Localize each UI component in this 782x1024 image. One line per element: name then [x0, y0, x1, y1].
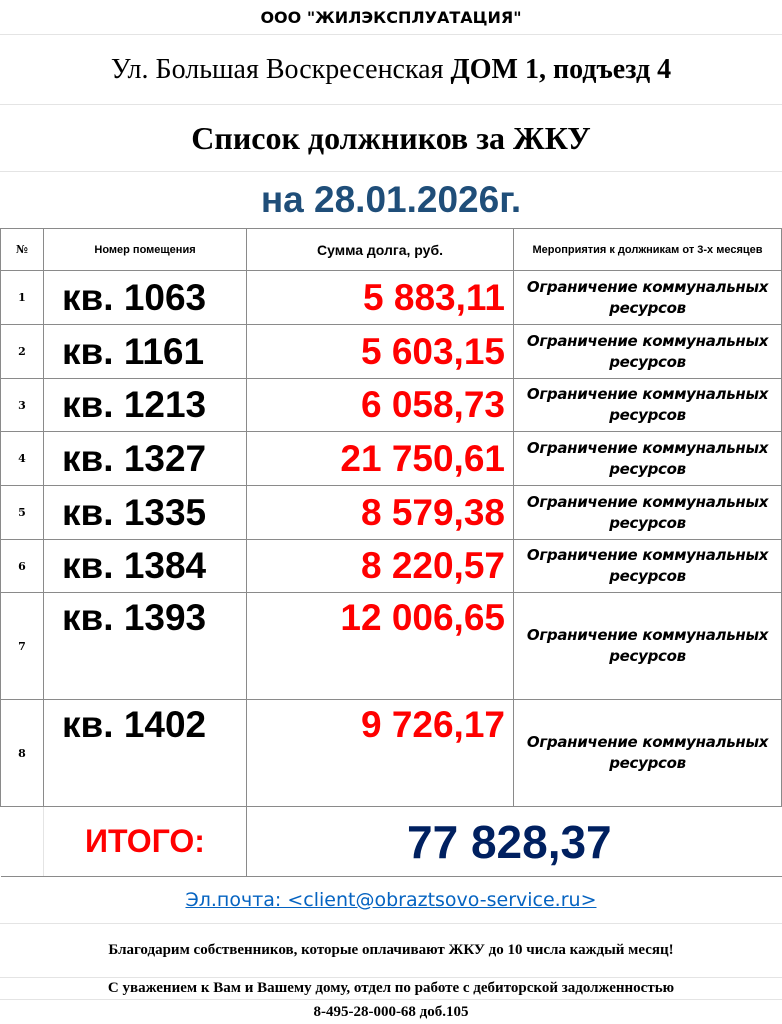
- debt-amount: 12 006,65: [246, 592, 514, 700]
- row-number: 1: [0, 270, 44, 325]
- table-row: 6 кв. 1384 8 220,57 Ограничение коммунал…: [0, 539, 782, 593]
- regards-note: С уважением к Вам и Вашему дому, отдел п…: [0, 978, 782, 1000]
- apartment-number: кв. 1327: [43, 431, 247, 486]
- apartment-number: кв. 1402: [43, 699, 247, 807]
- debtor-action: Ограничение коммунальных ресурсов: [513, 324, 782, 379]
- email-link[interactable]: Эл.почта: <client@obraztsovo-service.ru>: [185, 888, 597, 911]
- table-row: 7 кв. 1393 12 006,65 Ограничение коммуна…: [0, 592, 782, 700]
- total-row: ИТОГО: 77 828,37: [0, 806, 782, 877]
- apartment-number: кв. 1384: [43, 539, 247, 593]
- apartment-number: кв. 1063: [43, 270, 247, 325]
- debtor-action: Ограничение коммунальных ресурсов: [513, 539, 782, 593]
- row-number: 6: [0, 539, 44, 593]
- table-row: 3 кв. 1213 6 058,73 Ограничение коммунал…: [0, 378, 782, 432]
- col-number: №: [0, 228, 44, 271]
- debt-amount: 21 750,61: [246, 431, 514, 486]
- col-action: Мероприятия к должникам от 3-х месяцев: [513, 228, 782, 271]
- debtor-action: Ограничение коммунальных ресурсов: [513, 699, 782, 807]
- col-amount: Сумма долга, руб.: [246, 228, 514, 271]
- debtor-action: Ограничение коммунальных ресурсов: [513, 431, 782, 486]
- total-label: ИТОГО:: [43, 806, 247, 877]
- table-row: 1 кв. 1063 5 883,11 Ограничение коммунал…: [0, 270, 782, 325]
- street: Ул. Большая Воскресенская: [110, 53, 444, 85]
- debt-amount: 5 603,15: [246, 324, 514, 379]
- row-number: 3: [0, 378, 44, 432]
- table-row: 5 кв. 1335 8 579,38 Ограничение коммунал…: [0, 485, 782, 540]
- table-row: 8 кв. 1402 9 726,17 Ограничение коммунал…: [0, 699, 782, 807]
- apartment-number: кв. 1213: [43, 378, 247, 432]
- row-number: 2: [0, 324, 44, 379]
- table-header: № Номер помещения Сумма долга, руб. Меро…: [0, 228, 782, 271]
- debtor-action: Ограничение коммунальных ресурсов: [513, 270, 782, 325]
- row-number: 8: [0, 699, 44, 807]
- email-row: Эл.почта: <client@obraztsovo-service.ru>: [0, 876, 782, 924]
- phone-number: 8-495-28-000-68 доб.105: [313, 1003, 469, 1020]
- house: ДОМ 1, подъезд 4: [450, 53, 672, 85]
- page-title: Список должников за ЖКУ: [0, 105, 782, 172]
- table-row: 4 кв. 1327 21 750,61 Ограничение коммуна…: [0, 431, 782, 486]
- debtor-action: Ограничение коммунальных ресурсов: [513, 378, 782, 432]
- address: Ул. Большая Воскресенская ДОМ 1, подъезд…: [0, 35, 782, 105]
- debtor-action: Ограничение коммунальных ресурсов: [513, 592, 782, 700]
- debt-amount: 8 579,38: [246, 485, 514, 540]
- debt-amount: 6 058,73: [246, 378, 514, 432]
- apartment-number: кв. 1335: [43, 485, 247, 540]
- row-number: 7: [0, 592, 44, 700]
- debtors-table: № Номер помещения Сумма долга, руб. Меро…: [0, 228, 782, 877]
- row-number: 5: [0, 485, 44, 540]
- debt-amount: 5 883,11: [246, 270, 514, 325]
- col-apartment: Номер помещения: [43, 228, 247, 271]
- apartment-number: кв. 1161: [43, 324, 247, 379]
- debt-amount: 9 726,17: [246, 699, 514, 807]
- report-date: на 28.01.2026г.: [260, 179, 522, 220]
- apartment-number: кв. 1393: [43, 592, 247, 700]
- debt-amount: 8 220,57: [246, 539, 514, 593]
- total-amount: 77 828,37: [246, 806, 782, 877]
- row-number: 4: [0, 431, 44, 486]
- company-name: ООО "ЖИЛЭКСПЛУАТАЦИЯ": [0, 0, 782, 35]
- table-row: 2 кв. 1161 5 603,15 Ограничение коммунал…: [0, 324, 782, 379]
- debtor-action: Ограничение коммунальных ресурсов: [513, 485, 782, 540]
- thanks-note: Благодарим собственников, которые оплачи…: [0, 924, 782, 978]
